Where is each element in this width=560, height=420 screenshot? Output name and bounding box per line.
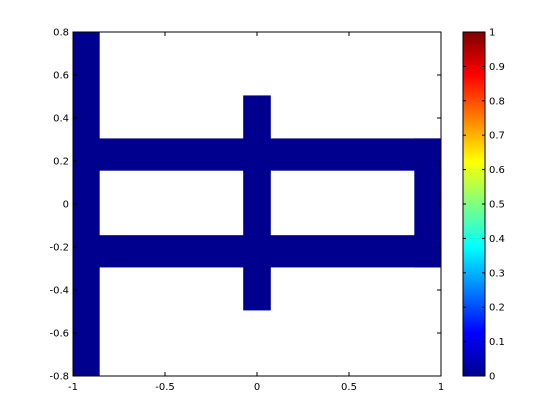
colorbar-tick-label: 0.5 — [489, 200, 505, 211]
y-tick-label: 0.2 — [53, 157, 69, 168]
colorbar-tick-label: 0.8 — [489, 96, 505, 107]
y-tick-label: -0.8 — [49, 372, 69, 383]
y-tick-label: 0.8 — [53, 28, 69, 39]
y-tick-label: 0.6 — [53, 71, 69, 82]
colorbar-tick-label: 0.9 — [489, 62, 505, 73]
x-tick-label: 0 — [254, 382, 260, 393]
colorbar-tick-label: 0 — [489, 372, 495, 383]
y-tick-label: -0.6 — [49, 329, 69, 340]
region-center-stem — [243, 95, 271, 311]
y-tick-label: 0.4 — [53, 114, 69, 125]
colorbar: 0 0.1 0.2 0.3 0.4 0.5 0.6 0.7 0.8 0.9 1 — [462, 28, 505, 383]
x-axis: -1 -0.5 0 0.5 1 — [68, 32, 444, 393]
y-tick-label: -0.2 — [49, 243, 69, 254]
colorbar-tick-label: 0.6 — [489, 165, 505, 176]
regions — [73, 32, 441, 376]
colorbar-tick-label: 0.2 — [489, 303, 505, 314]
y-tick-label: -0.4 — [49, 286, 69, 297]
colorbar-tick-label: 1 — [489, 28, 495, 39]
region-left-bar — [73, 32, 100, 376]
x-tick-label: 0.5 — [341, 382, 357, 393]
y-axis: -0.8 -0.6 -0.4 -0.2 0 0.2 0.4 0.6 0.8 — [49, 28, 441, 383]
colorbar-tick-label: 0.3 — [489, 268, 505, 279]
x-tick-label: -0.5 — [155, 382, 175, 393]
region-right-bar — [414, 138, 441, 268]
x-tick-label: 1 — [438, 382, 444, 393]
y-tick-label: 0 — [63, 200, 69, 211]
colorbar-tick-label: 0.7 — [489, 131, 505, 142]
colorbar-gradient — [462, 31, 486, 377]
x-tick-label: -1 — [68, 382, 78, 393]
colorbar-tick-label: 0.4 — [489, 234, 505, 245]
colorbar-tick-label: 0.1 — [489, 337, 505, 348]
